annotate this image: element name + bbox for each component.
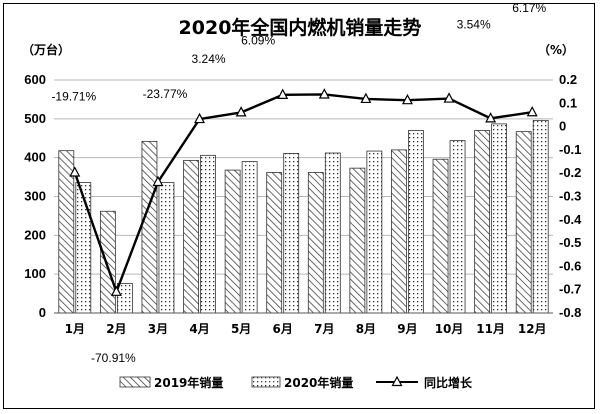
- growth-point: [277, 88, 289, 99]
- left-tick-label: 600: [24, 72, 46, 87]
- growth-data-label: 11.87%: [351, 0, 391, 2]
- bar-2019-11: [474, 130, 491, 314]
- right-tick-label: 0.2: [559, 72, 577, 87]
- right-tick-label: -0.5: [559, 235, 581, 250]
- legend-marker-growth: [391, 375, 403, 387]
- month-label: 9月: [397, 322, 417, 336]
- bar-2019-8: [349, 167, 366, 314]
- left-tick-label: 0: [39, 305, 46, 320]
- growth-data-label: -23.77%: [143, 87, 188, 101]
- left-tick-label: 400: [24, 150, 46, 165]
- month-label: 1月: [65, 322, 85, 336]
- bar-2019-5: [224, 169, 241, 314]
- legend-label-growth: 同比增长: [424, 375, 473, 390]
- month-label: 4月: [189, 322, 209, 336]
- right-tick-label: -0.7: [559, 282, 581, 297]
- month-label: 5月: [231, 322, 251, 336]
- bar-2020-12: [532, 119, 549, 314]
- left-tick-label: 500: [24, 111, 46, 126]
- right-tick-label: -0.8: [559, 305, 581, 320]
- legend: 2019年销量 2020年销量 同比增长: [119, 375, 473, 390]
- left-tick-label: 200: [24, 227, 46, 242]
- right-tick-label: -0.1: [559, 142, 581, 157]
- growth-point: [110, 285, 122, 296]
- growth-data-label: 11.34%: [398, 0, 438, 1]
- growth-point: [194, 112, 206, 124]
- growth-data-label: 3.24%: [192, 52, 226, 66]
- gridlines: [54, 79, 553, 275]
- bar-2019-7: [307, 172, 324, 314]
- growth-point: [69, 166, 81, 177]
- chart-title: 2020年全国内燃机销量走势: [178, 17, 422, 39]
- growth-point: [443, 92, 455, 103]
- bar-2020-8: [366, 150, 383, 314]
- month-label: 6月: [273, 322, 293, 336]
- growth-data-label: -70.91%: [91, 351, 136, 365]
- bar-2019-10: [432, 158, 449, 314]
- growth-point: [152, 175, 164, 187]
- growth-point: [401, 93, 413, 105]
- bar-2019-2: [99, 210, 116, 314]
- left-tick-label: 300: [24, 189, 46, 204]
- right-axis-unit: （%）: [538, 42, 574, 57]
- right-tick-label: 0: [559, 119, 566, 134]
- bar-2019-6: [266, 172, 283, 314]
- month-label: 3月: [148, 322, 168, 336]
- right-tick-label: -0.2: [559, 165, 581, 180]
- growth-data-label: 3.54%: [457, 17, 491, 31]
- bar-2020-1: [75, 182, 92, 314]
- month-label: 7月: [314, 322, 334, 336]
- bar-2020-5: [241, 161, 258, 314]
- growth-point: [235, 106, 247, 117]
- bar-2020-10: [449, 140, 466, 314]
- bar-2020-3: [158, 182, 175, 314]
- bar-2020-2: [116, 283, 133, 314]
- growth-data-label: -19.71%: [51, 90, 96, 104]
- right-tick-label: -0.4: [559, 212, 582, 227]
- month-label: 11月: [476, 322, 505, 336]
- legend-swatch-2019: [119, 376, 151, 388]
- month-label: 8月: [356, 322, 376, 336]
- right-tick-label: -0.6: [559, 258, 581, 273]
- bar-2020-11: [491, 123, 508, 314]
- left-tick-label: 100: [24, 266, 46, 281]
- legend-swatch-2020: [251, 376, 281, 388]
- growth-line: [69, 88, 538, 296]
- growth-data-label: 6.17%: [512, 1, 546, 15]
- growth-point: [318, 88, 330, 99]
- bar-2020-7: [324, 152, 341, 314]
- bar-2019-9: [391, 149, 407, 314]
- bar-2020-4: [200, 154, 216, 314]
- growth-point: [526, 105, 538, 117]
- growth-point: [485, 112, 497, 123]
- legend-label-2020: 2020年销量: [284, 375, 353, 390]
- bar-2019-12: [515, 131, 532, 314]
- growth-line-path: [73, 93, 533, 296]
- axes: 0 100 200 300 400 500 600 -0.8 -0.7 -0.6 -0.5 -0.4 -…: [22, 42, 582, 336]
- growth-data-label: 6.09%: [241, 33, 275, 47]
- bar-2020-6: [283, 152, 300, 314]
- legend-label-2019: 2019年销量: [154, 375, 223, 390]
- left-axis-unit: （万台）: [22, 42, 70, 57]
- right-tick-label: 0.1: [559, 95, 577, 110]
- bar-2020-9: [408, 130, 424, 314]
- month-label: 10月: [435, 322, 464, 336]
- month-label: 2月: [106, 322, 126, 336]
- labels: -19.71%-70.91%-23.77%3.24%6.09%13.63%13.…: [51, 0, 546, 365]
- growth-point: [360, 92, 372, 104]
- right-tick-label: -0.3: [559, 189, 581, 204]
- bars: [58, 119, 549, 314]
- bar-2019-3: [141, 140, 158, 314]
- bar-2019-4: [183, 159, 199, 314]
- month-label: 12月: [518, 322, 547, 336]
